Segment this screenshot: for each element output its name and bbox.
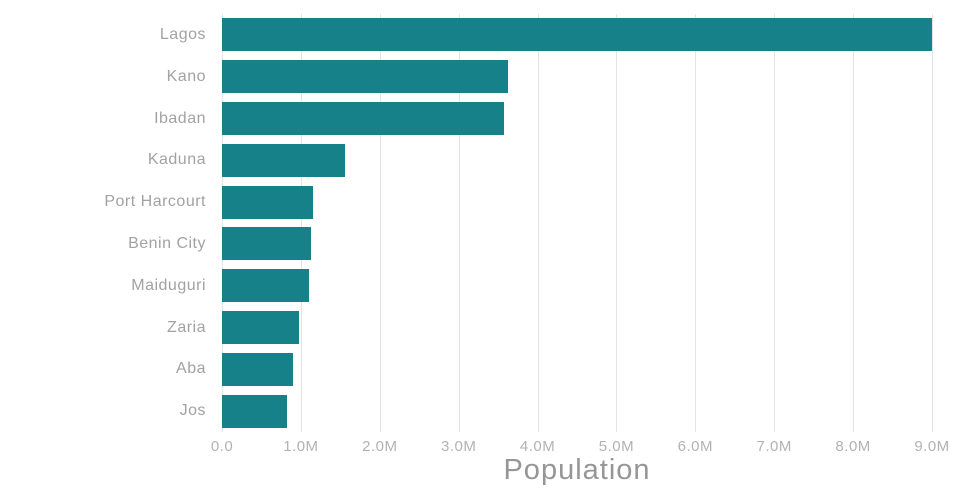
bar-zaria [222,311,300,344]
bar-jos [222,394,287,428]
bar-aba [222,352,293,386]
category-label: Port Harcourt [104,193,206,211]
plot-area [222,14,933,432]
gridline [379,14,381,432]
gridline [932,14,933,432]
bar-kaduna [222,143,346,177]
category-label: Aba [176,360,206,378]
gridline [853,14,855,432]
x-tick-label: 8.0M [835,438,871,455]
x-axis-title: Population [503,454,651,486]
category-label: Ibadan [154,109,206,127]
x-tick-label: 3.0M [440,438,477,455]
bar-benin-city [222,227,312,261]
x-tick-label: 1.0M [283,438,319,455]
category-label: Maiduguri [131,276,206,294]
bar-maiduguri [222,269,309,303]
gridline [537,14,539,432]
y-axis-category-labels: Lagos Kano Ibadan Kaduna Port Harcourt Benin … [0,14,214,432]
category-label: Kano [166,67,206,85]
bar-ibadan [222,102,504,135]
category-label: Kaduna [147,151,206,169]
x-tick-label: 6.0M [677,438,714,455]
category-label: Benin City [128,234,206,252]
x-tick-label: 5.0M [598,438,635,455]
x-tick-label: 4.0M [519,438,556,455]
gridline [222,14,223,432]
x-tick-label: 0.0 [210,438,234,455]
category-label: Jos [179,402,206,420]
gridline [458,14,460,432]
bar-lagos [222,18,932,52]
category-label: Zaria [167,318,206,336]
gridline [774,14,776,432]
bar-kano [222,60,509,94]
gridline [616,14,618,432]
x-tick-label: 7.0M [756,438,792,455]
x-tick-label: 2.0M [362,438,398,455]
category-label: Lagos [159,25,206,43]
gridline [300,14,302,432]
gridline [695,14,697,432]
x-tick-label: 9.0M [914,438,950,455]
bar-port-harcourt [222,185,313,219]
x-axis-tick-labels: 0.0 1.0M 2.0M 3.0M 4.0M 5.0M 6.0M 7.0M 8.0M 9.0M [211,438,949,458]
